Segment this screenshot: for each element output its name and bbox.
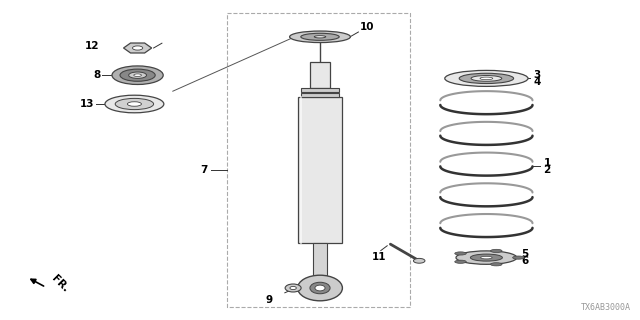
Text: 1: 1 <box>543 157 550 168</box>
Text: 5: 5 <box>522 249 529 259</box>
Ellipse shape <box>481 256 492 259</box>
Ellipse shape <box>290 31 351 43</box>
Ellipse shape <box>480 77 493 80</box>
Text: 12: 12 <box>84 41 99 52</box>
Text: TX6AB3000A: TX6AB3000A <box>580 303 630 312</box>
Ellipse shape <box>285 284 301 292</box>
Ellipse shape <box>127 102 141 106</box>
Ellipse shape <box>301 33 339 40</box>
Ellipse shape <box>513 256 524 259</box>
Text: 7: 7 <box>200 164 208 175</box>
Ellipse shape <box>455 252 467 255</box>
Ellipse shape <box>413 259 425 263</box>
Polygon shape <box>124 43 152 53</box>
Text: 13: 13 <box>79 99 94 109</box>
Text: FR.: FR. <box>49 274 70 294</box>
Ellipse shape <box>298 275 342 301</box>
Ellipse shape <box>132 46 143 50</box>
Text: 6: 6 <box>522 256 529 266</box>
Ellipse shape <box>471 76 502 81</box>
FancyBboxPatch shape <box>301 93 339 97</box>
Ellipse shape <box>105 95 164 113</box>
Text: 8: 8 <box>93 70 100 80</box>
Text: 9: 9 <box>265 295 273 305</box>
Ellipse shape <box>490 263 502 266</box>
Text: 3: 3 <box>533 69 540 80</box>
Ellipse shape <box>315 285 325 291</box>
Ellipse shape <box>314 36 326 38</box>
Ellipse shape <box>490 249 502 252</box>
Ellipse shape <box>310 282 330 294</box>
FancyBboxPatch shape <box>298 97 342 243</box>
Ellipse shape <box>290 286 296 290</box>
Ellipse shape <box>120 69 155 81</box>
Ellipse shape <box>470 254 502 261</box>
Ellipse shape <box>455 260 467 263</box>
Text: 11: 11 <box>372 252 386 262</box>
Ellipse shape <box>460 73 514 84</box>
FancyBboxPatch shape <box>301 88 339 92</box>
Text: 4: 4 <box>533 76 541 87</box>
Ellipse shape <box>445 70 528 86</box>
FancyBboxPatch shape <box>310 62 330 88</box>
FancyBboxPatch shape <box>313 243 327 280</box>
Text: 2: 2 <box>543 164 550 175</box>
Ellipse shape <box>456 251 517 264</box>
Ellipse shape <box>129 72 147 78</box>
Ellipse shape <box>115 98 154 109</box>
Ellipse shape <box>134 74 141 76</box>
Text: 10: 10 <box>360 22 374 32</box>
Ellipse shape <box>112 66 163 84</box>
